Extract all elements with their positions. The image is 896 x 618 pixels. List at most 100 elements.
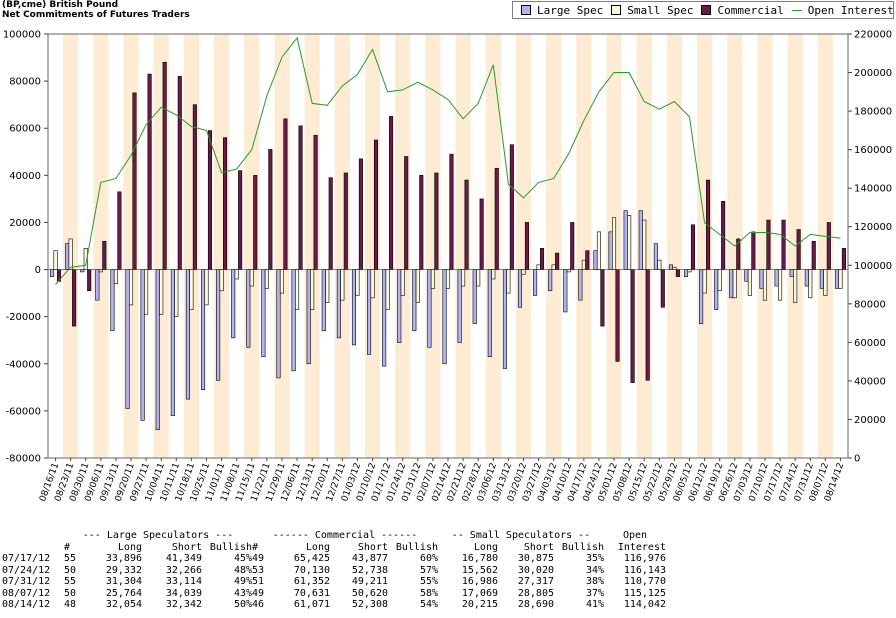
bar-large-spec [593, 250, 598, 270]
bar-small-spec [174, 269, 179, 317]
legend-label: Commercial [717, 3, 784, 17]
table-cell: 51 [252, 576, 265, 587]
alternate-band [666, 34, 682, 458]
y2-tick-label: 0 [854, 454, 860, 465]
table-cell: 25,764 [105, 587, 142, 599]
bar-large-spec [336, 269, 341, 339]
bar-large-spec [834, 269, 840, 289]
y-tick-label: -40000 [6, 359, 41, 370]
legend-item-open-interest[interactable]: Open Interest [791, 3, 894, 17]
bar-large-spec [412, 269, 417, 332]
table-cell: 35% [585, 553, 604, 564]
bar-commercial [540, 248, 545, 270]
table-cell: 17,069 [461, 587, 498, 599]
bar-commercial [162, 61, 167, 270]
table-row: 08/14/12 48 32,054 32,342 50% 46 61,071 52,308 5… [2, 599, 666, 611]
table-cell: 53 [252, 564, 265, 576]
bar-commercial [826, 222, 831, 270]
bar-commercial [434, 172, 439, 270]
alternate-band [425, 34, 441, 458]
bar-commercial [253, 175, 258, 270]
table-row: 07/17/12 55 33,896 41,349 45% 49 65,425 43,877 6… [2, 553, 666, 565]
bar-commercial [464, 179, 469, 270]
table-cell: 28,690 [517, 599, 554, 610]
bar-small-spec [113, 269, 118, 284]
bar-large-spec [382, 269, 387, 367]
legend-item-commercial[interactable]: Commercial [701, 3, 784, 17]
table-cell: 116,143 [623, 564, 666, 576]
table-row: 07/24/12 50 29,332 32,266 48% 53 70,130 52,738 5… [2, 565, 666, 577]
table-cell: 70,130 [293, 564, 330, 576]
table-cell: 65,425 [293, 553, 330, 564]
bar-small-spec [612, 217, 617, 270]
bar-commercial [570, 222, 575, 270]
bar-small-spec [325, 269, 330, 303]
table-cell: 30,020 [517, 564, 554, 576]
y2-tick-label: 40000 [854, 376, 886, 387]
bar-large-spec [140, 269, 145, 421]
y2-tick-label: 20000 [854, 415, 886, 426]
bar-large-spec [291, 269, 296, 372]
alternate-band [817, 34, 833, 458]
y2-tick-label: 120000 [854, 222, 892, 233]
bar-small-spec [234, 269, 239, 280]
column-header: # [64, 541, 71, 553]
bar-commercial [796, 229, 801, 270]
table-cell: 08/14/12 [2, 599, 51, 610]
legend-item-small-spec[interactable]: Small Spec [611, 4, 693, 17]
bar-small-spec [249, 269, 254, 287]
bar-commercial [781, 219, 786, 270]
y2-tick-label: 160000 [854, 145, 892, 156]
bar-small-spec [536, 264, 541, 270]
bar-large-spec [80, 269, 85, 273]
bar-small-spec [98, 269, 103, 273]
chart-title: (BP,cme) British Pound [2, 0, 119, 10]
bar-commercial [600, 269, 605, 327]
bar-commercial [479, 198, 484, 270]
bar-commercial [494, 167, 499, 270]
table-cell: 43% [233, 587, 252, 599]
y2-tick-label: 180000 [854, 107, 892, 118]
bar-commercial [660, 269, 665, 308]
bar-small-spec [204, 269, 209, 306]
alternate-band [455, 34, 471, 458]
legend-label: Open Interest [807, 3, 894, 17]
bar-small-spec [310, 269, 315, 310]
bar-large-spec [774, 269, 779, 287]
table-cell: 48% [233, 564, 252, 576]
bar-commercial [177, 76, 182, 270]
table-row: 08/07/12 50 25,764 34,039 43% 49 70,631 50,620 5… [2, 588, 666, 600]
bar-large-spec [653, 243, 658, 270]
bar-small-spec [476, 269, 481, 287]
bar-large-spec [548, 269, 553, 292]
table-cell: 116,976 [623, 553, 666, 564]
bar-small-spec [717, 269, 722, 292]
chart-subtitle: Net Commitments of Futures Traders [2, 10, 190, 20]
bar-large-spec [427, 269, 432, 348]
column-header: Short [523, 541, 554, 553]
table-cell: 49% [233, 576, 252, 587]
bar-small-spec [642, 219, 647, 270]
bar-commercial [373, 139, 379, 270]
summary-column-header-row: # Long Short Bullish # Long Short Bullish Long Sh… [2, 542, 666, 554]
bar-small-spec [521, 269, 526, 275]
bar-large-spec [623, 210, 628, 270]
bar-commercial [192, 104, 197, 270]
bar-commercial [509, 144, 514, 270]
table-cell: 55 [64, 576, 77, 587]
alternate-band [576, 34, 592, 458]
table-cell: 55 [64, 553, 77, 564]
table-cell: 32,342 [165, 599, 202, 610]
bar-small-spec [159, 269, 164, 315]
bar-large-spec [306, 269, 311, 365]
bar-large-spec [110, 269, 115, 332]
table-cell: 32,054 [105, 599, 142, 610]
bar-small-spec [68, 238, 73, 270]
alternate-band [93, 34, 109, 458]
bar-commercial [585, 250, 590, 270]
table-cell: 46 [252, 599, 265, 610]
legend-item-large-spec[interactable]: Large Spec [521, 4, 603, 17]
alternate-band [546, 34, 562, 458]
bar-commercial [283, 118, 288, 270]
bar-large-spec [804, 269, 809, 287]
